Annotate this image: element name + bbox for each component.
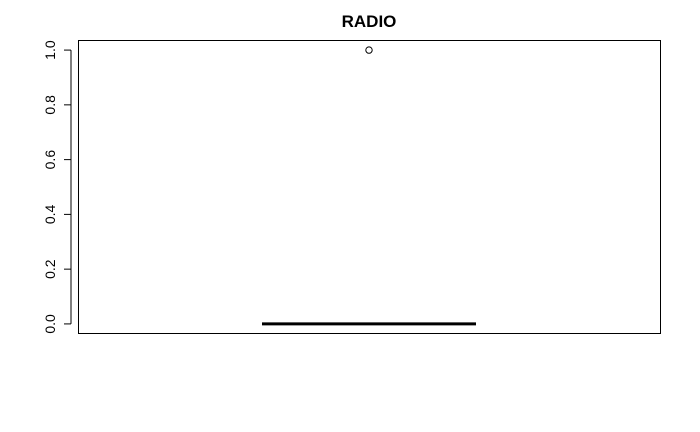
y-tick-label: 0.2 (42, 259, 58, 279)
y-tick-label: 0.8 (42, 95, 58, 115)
chart-title: RADIO (342, 12, 397, 31)
y-tick-label: 1.0 (42, 40, 58, 60)
box-plot (262, 46, 476, 326)
y-tick-label: 0.4 (42, 204, 58, 224)
y-axis: 0.0 0.2 0.4 0.6 0.8 1.0 (42, 40, 71, 334)
outlier-point (365, 46, 373, 54)
y-tick-label: 0.0 (42, 314, 58, 334)
plot-frame (78, 40, 661, 334)
y-tick-label: 0.6 (42, 150, 58, 170)
